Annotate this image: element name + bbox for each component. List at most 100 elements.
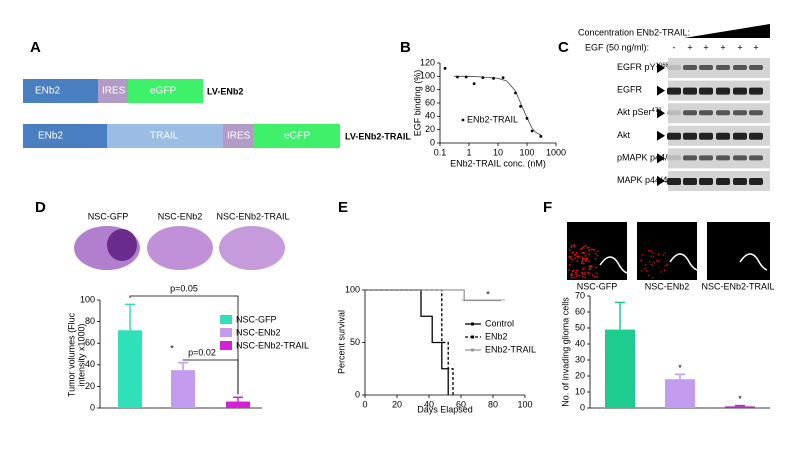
cell [586,246,589,249]
annotation: p=0.02 [188,347,216,357]
image-caption: NSC-ENb2-TRAIL [701,281,774,291]
cell [575,273,578,276]
cell [657,260,660,262]
point [530,129,534,133]
band [667,155,681,161]
band [749,132,763,140]
blot-label-text: EGFR pY [617,62,656,72]
error-bar [615,301,625,330]
blot-label: Akt [617,130,631,140]
band [716,155,730,161]
blot-label: MAPK p44/42 [617,175,673,185]
blot-label-text: MAPK p44/42 [617,175,673,185]
band [733,87,747,95]
construct: ENb2 TRAIL IRES eGFP LV-ENb2-TRAIL [23,124,411,148]
cell [581,256,584,259]
brain-images [74,226,285,270]
cell [587,260,590,263]
y-tick-label: 60 [85,338,95,348]
y-tick-label: 50 [575,322,585,332]
annotation: p=0.05 [170,283,198,293]
cell [590,248,593,251]
cell [651,251,654,253]
cell [644,263,647,266]
fit-line [453,75,542,136]
band [699,87,713,95]
invasion-images [567,222,770,280]
legend-marker [471,348,474,352]
construct: ENb2 IRES eGFP LV-ENb2 [23,79,243,103]
cell [583,258,586,260]
annotation: * [486,289,490,299]
cell [568,255,571,258]
segment [23,124,107,148]
band [716,110,730,116]
cell [577,255,580,258]
band [733,132,747,140]
legend-label: Control [485,318,514,328]
cell [589,265,592,267]
band [716,132,730,140]
error-bar [735,404,745,407]
band [667,178,681,185]
arrow [657,176,665,186]
band [716,87,730,95]
panel-label: D [35,199,46,216]
arrow [657,63,665,73]
band [716,178,730,185]
brain-section [219,226,285,270]
arrow [657,153,665,164]
egf-sign: - [673,42,676,52]
cell [662,254,665,256]
blot-panel: - + + + + + EGFR pY1068 EGFR Akt pSer473 Akt pMAPK… [617,42,770,191]
cell [664,265,666,267]
x-tick-label: 60 [456,399,466,409]
segment-label: IRES [227,131,251,142]
panel-label: C [558,39,569,56]
band [699,155,713,161]
segment-label: TRAIL [150,131,179,142]
band [699,178,713,185]
band [699,110,713,116]
bracket [182,359,239,395]
cell [582,262,585,265]
x-tick-label: 10 [493,147,503,157]
cell [587,272,590,275]
segment [223,124,253,148]
image-caption: NSC-GFP [88,211,129,221]
y-axis-label: EGF binding (%) [412,70,422,137]
y-tick-label: 80 [425,84,435,94]
cell [576,255,578,258]
x-tick-label: 1000 [546,147,566,157]
cell [573,244,575,246]
y-tick-label: 20 [85,381,95,391]
x-tick-label: 100 [519,147,534,157]
blot-label-text: Akt [617,130,631,140]
segment-label: IRES [102,86,126,97]
point [456,75,459,79]
segment [128,79,203,103]
legend-label: ENb2-TRAIL [467,114,518,124]
cell [650,250,652,252]
x-tick-label: 0 [362,399,367,409]
image-caption: NSC-ENb2 [645,281,690,291]
legend-label: ENb2-TRAIL [485,344,536,354]
annotation: * [678,363,682,373]
point [492,76,495,80]
band [667,132,681,140]
band [667,87,681,95]
legend-swatch [220,341,232,350]
y-tick-label: 100 [345,284,360,294]
image-caption: NSC-ENb2-TRAIL [216,211,289,221]
cell [584,271,587,274]
cell [571,270,574,273]
cell [595,272,598,275]
y-tick-label: 50 [350,337,360,347]
cell [596,250,599,253]
x-tick-label: 40 [424,399,434,409]
cell [596,276,599,278]
band [749,155,763,161]
bar [605,329,635,408]
egf-label: EGF (50 ng/ml): [585,42,649,52]
cell [591,248,594,251]
